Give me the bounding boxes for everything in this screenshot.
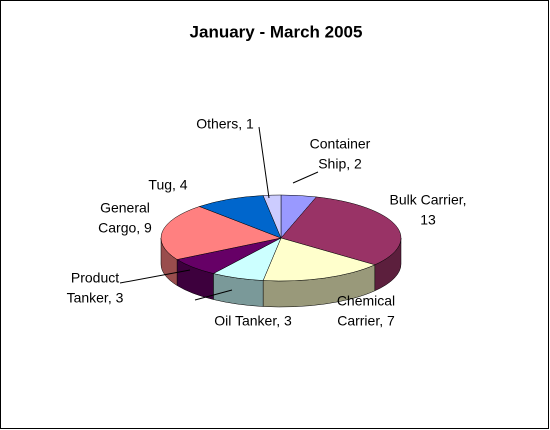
data-label: Product [71, 270, 119, 286]
data-label: Chemical [337, 293, 395, 309]
slice [262, 194, 282, 239]
data-label: Carrier, 7 [337, 313, 395, 329]
data-label: Container [310, 136, 371, 152]
leader-line [258, 126, 270, 199]
leader-line [292, 171, 319, 184]
data-label: Others, 1 [196, 116, 254, 132]
slice [160, 206, 282, 260]
data-label: Oil Tanker, 3 [214, 313, 292, 329]
chart-title: January - March 2005 [190, 22, 363, 41]
data-label: Bulk Carrier, [389, 192, 466, 208]
data-label: General [100, 200, 150, 216]
leader-line [194, 289, 233, 301]
slice [280, 196, 402, 266]
data-label: 13 [420, 212, 436, 228]
data-label: Ship, 2 [318, 156, 362, 172]
data-label: Tug, 4 [148, 177, 187, 193]
leader-line [119, 269, 191, 284]
data-label: Cargo, 9 [98, 220, 152, 236]
slice [262, 237, 376, 282]
data-label: Tanker, 3 [67, 290, 124, 306]
